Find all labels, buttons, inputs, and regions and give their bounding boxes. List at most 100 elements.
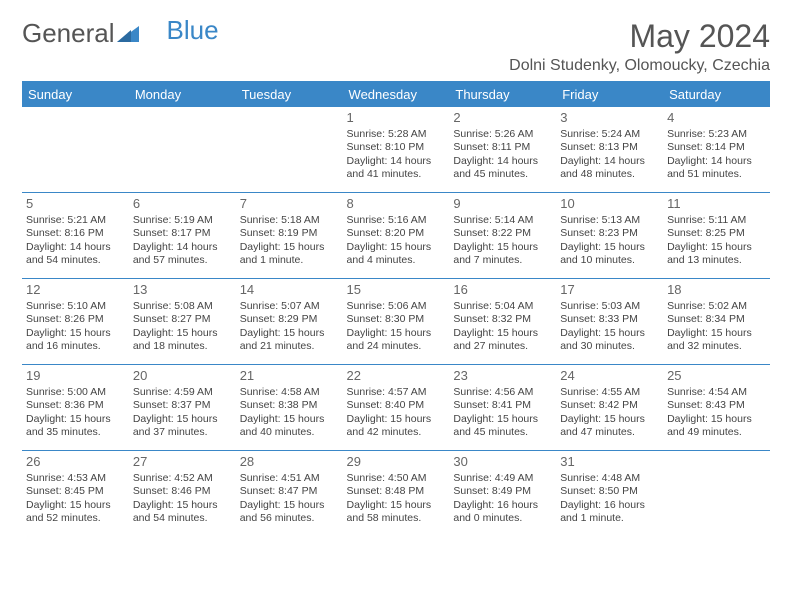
sunset-text: Sunset: 8:46 PM	[133, 485, 232, 498]
calendar-day-cell: 16Sunrise: 5:04 AMSunset: 8:32 PMDayligh…	[449, 279, 556, 365]
daylight-text: Daylight: 14 hours and 57 minutes.	[133, 241, 232, 267]
daylight-text: Daylight: 15 hours and 37 minutes.	[133, 413, 232, 439]
calendar-day-cell: 12Sunrise: 5:10 AMSunset: 8:26 PMDayligh…	[22, 279, 129, 365]
day-number: 24	[560, 368, 659, 384]
sunrise-text: Sunrise: 4:49 AM	[453, 472, 552, 485]
sunrise-text: Sunrise: 4:52 AM	[133, 472, 232, 485]
day-number: 23	[453, 368, 552, 384]
sunset-text: Sunset: 8:42 PM	[560, 399, 659, 412]
sunset-text: Sunset: 8:47 PM	[240, 485, 339, 498]
daylight-text: Daylight: 15 hours and 18 minutes.	[133, 327, 232, 353]
daylight-text: Daylight: 15 hours and 40 minutes.	[240, 413, 339, 439]
sunset-text: Sunset: 8:23 PM	[560, 227, 659, 240]
sunset-text: Sunset: 8:33 PM	[560, 313, 659, 326]
day-number: 8	[347, 196, 446, 212]
calendar-day-cell	[236, 107, 343, 193]
day-number: 10	[560, 196, 659, 212]
sunrise-text: Sunrise: 4:50 AM	[347, 472, 446, 485]
calendar-day-cell: 25Sunrise: 4:54 AMSunset: 8:43 PMDayligh…	[663, 365, 770, 451]
day-number: 11	[667, 196, 766, 212]
daylight-text: Daylight: 15 hours and 42 minutes.	[347, 413, 446, 439]
calendar-day-cell: 18Sunrise: 5:02 AMSunset: 8:34 PMDayligh…	[663, 279, 770, 365]
day-header: Friday	[556, 83, 663, 107]
sunset-text: Sunset: 8:37 PM	[133, 399, 232, 412]
daylight-text: Daylight: 15 hours and 24 minutes.	[347, 327, 446, 353]
calendar-day-cell: 3Sunrise: 5:24 AMSunset: 8:13 PMDaylight…	[556, 107, 663, 193]
brand-logo: General Blue	[22, 18, 219, 49]
sunrise-text: Sunrise: 5:00 AM	[26, 386, 125, 399]
sunrise-text: Sunrise: 5:19 AM	[133, 214, 232, 227]
sunset-text: Sunset: 8:43 PM	[667, 399, 766, 412]
day-header: Sunday	[22, 83, 129, 107]
day-header: Tuesday	[236, 83, 343, 107]
calendar-day-cell: 7Sunrise: 5:18 AMSunset: 8:19 PMDaylight…	[236, 193, 343, 279]
calendar-day-cell	[129, 107, 236, 193]
day-number: 9	[453, 196, 552, 212]
day-header: Thursday	[449, 83, 556, 107]
daylight-text: Daylight: 15 hours and 56 minutes.	[240, 499, 339, 525]
day-number: 17	[560, 282, 659, 298]
daylight-text: Daylight: 15 hours and 13 minutes.	[667, 241, 766, 267]
day-number: 26	[26, 454, 125, 470]
sunset-text: Sunset: 8:29 PM	[240, 313, 339, 326]
brand-word2: Blue	[167, 15, 219, 46]
calendar-day-cell: 30Sunrise: 4:49 AMSunset: 8:49 PMDayligh…	[449, 451, 556, 537]
sunrise-text: Sunrise: 5:28 AM	[347, 128, 446, 141]
sunset-text: Sunset: 8:25 PM	[667, 227, 766, 240]
sunrise-text: Sunrise: 4:58 AM	[240, 386, 339, 399]
day-number: 5	[26, 196, 125, 212]
daylight-text: Daylight: 15 hours and 30 minutes.	[560, 327, 659, 353]
calendar-day-cell: 9Sunrise: 5:14 AMSunset: 8:22 PMDaylight…	[449, 193, 556, 279]
sunset-text: Sunset: 8:10 PM	[347, 141, 446, 154]
daylight-text: Daylight: 15 hours and 47 minutes.	[560, 413, 659, 439]
daylight-text: Daylight: 15 hours and 49 minutes.	[667, 413, 766, 439]
calendar-day-cell: 28 Sunrise: 4:51 AMSunset: 8:47 PMDayligh…	[236, 451, 343, 537]
sunset-text: Sunset: 8:41 PM	[453, 399, 552, 412]
day-number: 3	[560, 110, 659, 126]
sunrise-text: Sunrise: 5:11 AM	[667, 214, 766, 227]
calendar-week-row: 19Sunrise: 5:00 AMSunset: 8:36 PMDayligh…	[22, 365, 770, 451]
day-header: Monday	[129, 83, 236, 107]
sunset-text: Sunset: 8:11 PM	[453, 141, 552, 154]
daylight-text: Daylight: 15 hours and 10 minutes.	[560, 241, 659, 267]
sunrise-text: Sunrise: 4:57 AM	[347, 386, 446, 399]
daylight-text: Daylight: 15 hours and 27 minutes.	[453, 327, 552, 353]
header: General Blue May 2024 Dolni Studenky, Ol…	[22, 18, 770, 75]
calendar-day-cell: 5Sunrise: 5:21 AMSunset: 8:16 PMDaylight…	[22, 193, 129, 279]
sunrise-text: Sunrise: 4:48 AM	[560, 472, 659, 485]
calendar-day-cell: 22Sunrise: 4:57 AMSunset: 8:40 PMDayligh…	[343, 365, 450, 451]
sunset-text: Sunset: 8:26 PM	[26, 313, 125, 326]
daylight-text: Daylight: 15 hours and 32 minutes.	[667, 327, 766, 353]
sunset-text: Sunset: 8:50 PM	[560, 485, 659, 498]
sunrise-text: Sunrise: 4:53 AM	[26, 472, 125, 485]
title-block: May 2024 Dolni Studenky, Olomoucky, Czec…	[509, 18, 770, 75]
sunrise-text: Sunrise: 5:13 AM	[560, 214, 659, 227]
sunset-text: Sunset: 8:27 PM	[133, 313, 232, 326]
sunrise-text: Sunrise: 4:51 AM	[240, 472, 339, 485]
sunset-text: Sunset: 8:17 PM	[133, 227, 232, 240]
sunrise-text: Sunrise: 4:59 AM	[133, 386, 232, 399]
calendar-day-cell: 4Sunrise: 5:23 AMSunset: 8:14 PMDaylight…	[663, 107, 770, 193]
day-number: 1	[347, 110, 446, 126]
daylight-text: Daylight: 14 hours and 41 minutes.	[347, 155, 446, 181]
day-number: 14	[240, 282, 339, 298]
day-number: 28	[240, 454, 339, 470]
day-number: 13	[133, 282, 232, 298]
sunset-text: Sunset: 8:34 PM	[667, 313, 766, 326]
day-number: 30	[453, 454, 552, 470]
sunrise-text: Sunrise: 5:08 AM	[133, 300, 232, 313]
day-number: 6	[133, 196, 232, 212]
day-number: 16	[453, 282, 552, 298]
sunset-text: Sunset: 8:13 PM	[560, 141, 659, 154]
calendar-day-cell: 15Sunrise: 5:06 AMSunset: 8:30 PMDayligh…	[343, 279, 450, 365]
sunrise-text: Sunrise: 4:56 AM	[453, 386, 552, 399]
daylight-text: Daylight: 15 hours and 58 minutes.	[347, 499, 446, 525]
month-title: May 2024	[509, 18, 770, 55]
sunset-text: Sunset: 8:48 PM	[347, 485, 446, 498]
calendar-day-cell: 1 Sunrise: 5:28 AMSunset: 8:10 PMDaylight…	[343, 107, 450, 193]
day-number: 4	[667, 110, 766, 126]
daylight-text: Daylight: 16 hours and 0 minutes.	[453, 499, 552, 525]
sunrise-text: Sunrise: 4:54 AM	[667, 386, 766, 399]
daylight-text: Daylight: 15 hours and 52 minutes.	[26, 499, 125, 525]
calendar-day-cell: 26Sunrise: 4:53 AMSunset: 8:45 PMDayligh…	[22, 451, 129, 537]
